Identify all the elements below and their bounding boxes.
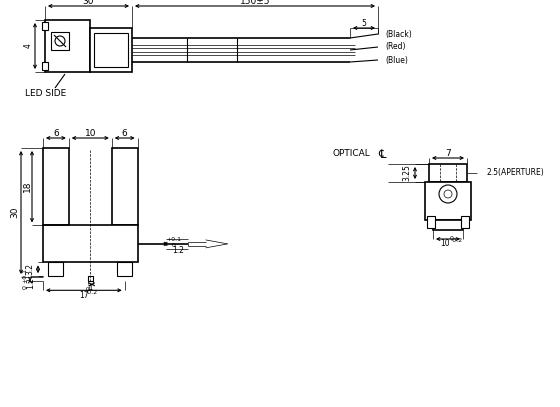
Text: 10: 10 [85,129,96,138]
Bar [88,276,93,281]
Text: 0: 0 [450,236,454,241]
Text: 7: 7 [445,149,451,158]
Bar [425,182,471,220]
Bar [429,164,467,182]
Text: (Red): (Red) [385,42,405,52]
Text: 6: 6 [122,129,128,138]
Text: 30: 30 [83,0,94,6]
Text: 0: 0 [86,287,90,292]
Text: -0.2: -0.2 [451,239,463,243]
Bar [45,20,90,72]
Bar [94,33,128,67]
Bar [427,216,435,228]
Text: 17: 17 [79,291,88,300]
Text: +0.1: +0.1 [166,237,181,243]
Text: LED SIDE: LED SIDE [25,90,66,98]
Bar [48,263,63,276]
Bar [461,216,469,228]
Text: ℄: ℄ [378,147,385,160]
Text: 1.2: 1.2 [172,246,185,255]
Text: 0: 0 [172,243,175,248]
Text: 18: 18 [22,181,31,193]
Text: 30: 30 [11,207,20,218]
Text: 4: 4 [88,284,93,293]
Text: +0.1: +0.1 [22,268,27,283]
Bar [42,62,48,70]
Text: -0.2: -0.2 [86,290,98,295]
Text: 0: 0 [22,285,27,289]
Text: (Black): (Black) [385,29,412,39]
Text: 5: 5 [362,18,366,28]
Text: OPTICAL: OPTICAL [332,149,370,158]
Bar [51,32,69,50]
Text: 3.2: 3.2 [26,263,35,275]
Text: 2.5(APERTURE): 2.5(APERTURE) [486,168,544,177]
Text: 3.25: 3.25 [403,164,412,182]
Text: (Blue): (Blue) [385,55,408,64]
Bar [433,220,463,230]
Bar [90,28,132,72]
Text: 1.2: 1.2 [26,277,35,289]
Bar [43,225,138,263]
Text: 10: 10 [440,239,450,249]
Text: 4: 4 [24,44,32,48]
Text: 150±5: 150±5 [240,0,270,6]
Bar [42,22,48,30]
Text: 6: 6 [53,129,59,138]
Bar [117,263,132,276]
Bar [43,148,69,225]
Bar [112,148,138,225]
